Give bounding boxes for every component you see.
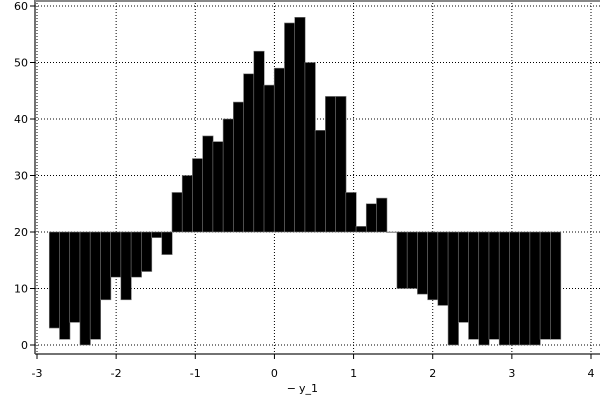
histogram-bar — [417, 231, 429, 295]
histogram-bar — [427, 231, 439, 301]
histogram-bar — [284, 22, 296, 233]
x-tick-label: 4 — [588, 367, 595, 380]
histogram-bar — [253, 50, 265, 233]
y-tick-label: 0 — [21, 339, 28, 352]
histogram-bar — [130, 231, 142, 278]
histogram-bar — [437, 231, 449, 306]
histogram-bar — [243, 73, 255, 233]
histogram-bar — [48, 231, 61, 329]
histogram-bar — [59, 231, 71, 340]
y-tick-label: 60 — [14, 0, 28, 13]
histogram-bar — [171, 192, 183, 233]
histogram-bar — [519, 231, 531, 346]
histogram-bar — [376, 197, 388, 233]
histogram-bar — [550, 231, 562, 340]
x-tick-label: -1 — [190, 367, 201, 380]
y-tick-label: 20 — [14, 226, 28, 239]
axes — [30, 0, 600, 359]
y-tick-label: 50 — [14, 57, 28, 70]
histogram-bar — [345, 192, 357, 233]
histogram-bar — [498, 231, 511, 346]
histogram-bar — [447, 231, 459, 346]
y-tick-label: 40 — [14, 113, 28, 126]
histogram-bar — [192, 158, 204, 233]
x-tick-label: 2 — [429, 367, 436, 380]
histogram-bar — [529, 231, 541, 346]
histogram-bar — [110, 231, 122, 278]
histogram-bar — [478, 231, 490, 346]
histogram-bar — [222, 118, 234, 233]
histogram-bar — [273, 67, 286, 233]
histogram-bar — [89, 231, 101, 340]
y-tick-label: 30 — [14, 170, 28, 183]
histogram-bar — [386, 231, 398, 233]
x-axis-label: y_1 — [299, 382, 318, 395]
histogram-bar — [212, 141, 224, 233]
histogram-bar — [365, 203, 378, 233]
histogram-bar — [406, 231, 418, 289]
x-tick-label: -3 — [32, 367, 43, 380]
histogram-bar — [488, 231, 500, 340]
x-tick-label: 1 — [350, 367, 357, 380]
histogram-bar — [314, 130, 326, 233]
histogram-bar — [120, 231, 132, 301]
histogram-bar — [181, 175, 194, 233]
x-axis-legend-marker: − — [287, 382, 296, 395]
histogram-bar — [335, 96, 347, 233]
histogram-bar — [69, 231, 81, 323]
histogram-bar — [539, 231, 551, 340]
y-tick-label: 10 — [14, 283, 28, 296]
x-tick-label: -2 — [111, 367, 122, 380]
histogram-bar — [468, 231, 480, 340]
x-tick-label: 0 — [271, 367, 278, 380]
histogram-bar — [509, 231, 521, 346]
histogram-bar — [294, 16, 306, 233]
histogram-bar — [304, 62, 316, 233]
histogram-bar — [263, 84, 275, 233]
histogram-bar — [233, 101, 245, 233]
histogram-bar — [79, 231, 91, 346]
histogram-bar — [325, 96, 337, 233]
histogram-bar — [396, 231, 408, 289]
histogram-bar — [151, 231, 163, 238]
histogram-bar — [100, 231, 112, 301]
bars — [48, 16, 562, 346]
histogram-bar — [202, 135, 214, 233]
histogram-bar — [457, 231, 470, 323]
histogram-bar — [355, 226, 367, 233]
histogram-bar — [140, 231, 153, 272]
x-tick-label: 3 — [508, 367, 515, 380]
histogram-bar — [161, 231, 173, 255]
